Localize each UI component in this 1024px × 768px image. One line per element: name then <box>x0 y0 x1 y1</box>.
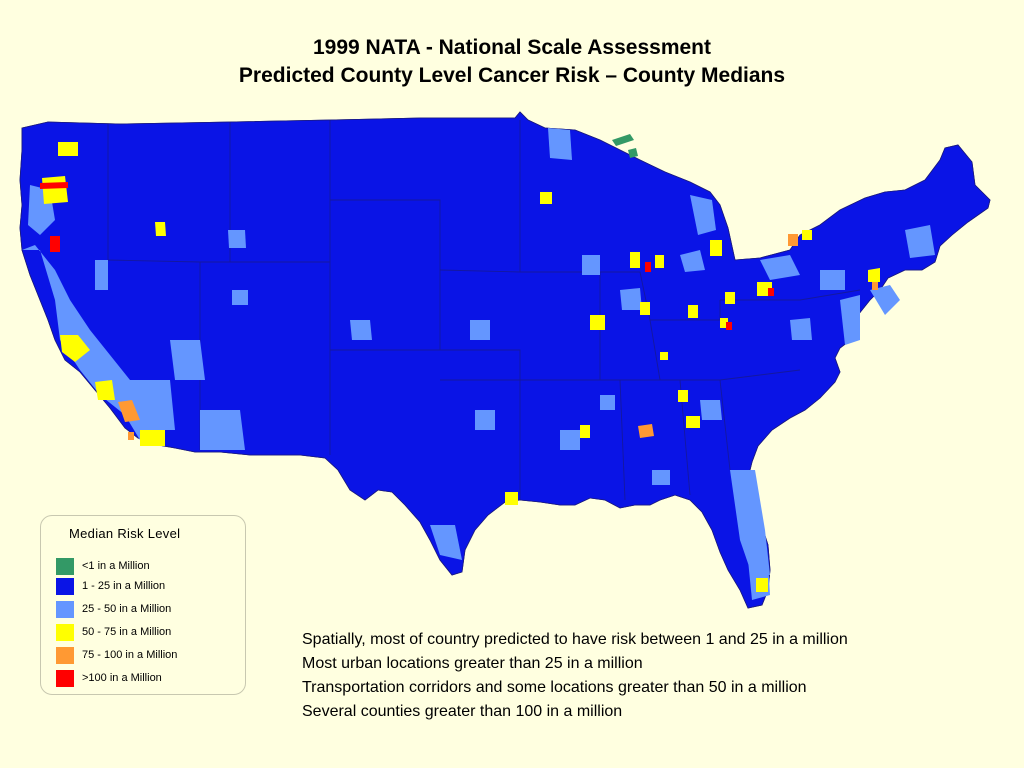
legend: Median Risk Level <1 in a Million 1 - 25… <box>40 515 246 695</box>
risk-lt-1-areas <box>612 134 638 158</box>
legend-item: 1 - 25 in a Million <box>56 577 165 595</box>
risk-gt-100-areas <box>40 182 774 330</box>
legend-swatch <box>56 600 74 618</box>
risk-75-100-areas <box>118 234 878 440</box>
legend-title: Median Risk Level <box>69 526 181 541</box>
legend-item: <1 in a Million <box>56 557 150 575</box>
map-title-line-1: 1999 NATA - National Scale Assessment <box>313 36 711 59</box>
legend-label: 50 - 75 in a Million <box>82 626 172 638</box>
note-line: Transportation corridors and some locati… <box>302 679 807 696</box>
note-line: Spatially, most of country predicted to … <box>302 631 848 648</box>
note-line: Most urban locations greater than 25 in … <box>302 655 643 672</box>
legend-label: <1 in a Million <box>82 560 150 572</box>
legend-item: 50 - 75 in a Million <box>56 623 171 641</box>
legend-swatch <box>56 557 74 575</box>
map-title-line-2: Predicted County Level Cancer Risk – Cou… <box>238 64 786 87</box>
legend-label: 1 - 25 in a Million <box>82 580 166 592</box>
legend-label: >100 in a Million <box>82 672 162 684</box>
legend-swatch <box>56 669 74 687</box>
legend-label: 25 - 50 in a Million <box>82 603 172 615</box>
legend-item: >100 in a Million <box>56 669 162 687</box>
legend-label: 75 - 100 in a Million <box>82 649 178 661</box>
legend-swatch <box>56 646 74 664</box>
summary-notes: Spatially, most of country predicted to … <box>302 628 848 724</box>
legend-item: 75 - 100 in a Million <box>56 646 177 664</box>
legend-item: 25 - 50 in a Million <box>56 600 171 618</box>
risk-25-50-areas <box>22 128 935 600</box>
risk-50-75-areas <box>42 142 880 592</box>
legend-swatch <box>56 623 74 641</box>
legend-swatch <box>56 577 74 595</box>
note-line: Several counties greater than 100 in a m… <box>302 703 623 720</box>
map-title: 1999 NATA - National Scale Assessment Pr… <box>0 34 1024 90</box>
